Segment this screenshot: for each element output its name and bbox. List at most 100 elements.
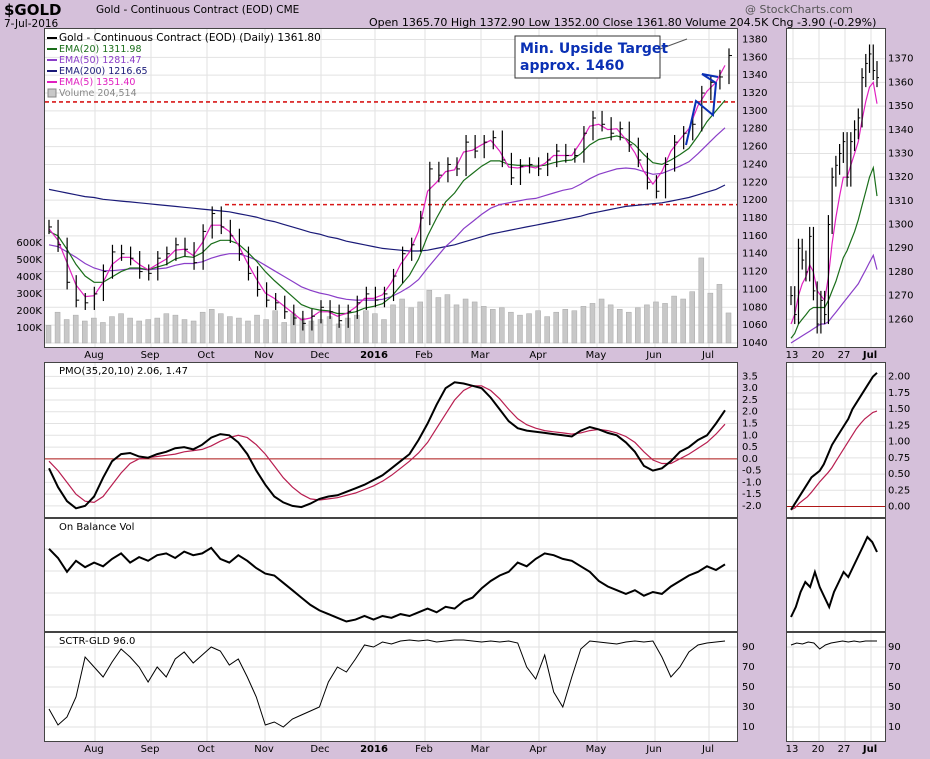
date-tick-label: Jul [701, 744, 714, 755]
volume-bar [535, 310, 541, 344]
sctr-tick-label: 70 [742, 662, 755, 673]
date-tick-label: May [586, 744, 607, 755]
volume-bar [435, 297, 442, 344]
volume-bar [154, 317, 161, 344]
volume-bar [544, 316, 550, 344]
ema200-line [48, 184, 726, 252]
sctr-tick-label: 90 [742, 642, 755, 653]
volume-bar [426, 289, 433, 344]
zoom-price-tick-label: 1260 [888, 314, 913, 325]
price-tick-label: 1300 [742, 106, 767, 117]
zoom-pmo-line [790, 372, 878, 511]
price-tick-label: 1100 [742, 284, 767, 295]
zoom-price-tick-label: 1320 [888, 172, 913, 183]
volume-bar [517, 314, 523, 344]
zoom-price-tick-label: 1370 [888, 54, 913, 65]
volume-bar [372, 313, 378, 344]
date-tick-label: Dec [310, 744, 329, 755]
annotation-text: approx. 1460 [520, 58, 624, 74]
pmo-signal-line [48, 385, 726, 504]
volume-bar [508, 311, 514, 344]
pmo-tick-label: 0.0 [742, 454, 758, 465]
volume-bar [181, 319, 188, 344]
zoom-date-tick-label: 27 [838, 350, 851, 361]
zoom-pmo-signal-line [790, 410, 878, 511]
volume-tick-label: 600K [16, 238, 42, 249]
price-tick-label: 1080 [742, 302, 767, 313]
volume-bar [499, 307, 505, 344]
volume-bar [390, 304, 396, 344]
zoom-price-tick-label: 1350 [888, 101, 913, 112]
volume-bar [190, 320, 197, 344]
legend-entry: EMA(50) 1281.47 [59, 55, 142, 66]
sctr-tick-label: 30 [742, 702, 755, 713]
zoom-date-axis-bottom: 13 20 27 Jul [786, 744, 877, 755]
flag-pattern [685, 73, 719, 146]
zoom-pmo-tick-label: 1.25 [888, 420, 910, 431]
zoom-pmo-tick-label: 0.25 [888, 485, 910, 496]
date-tick-label: 2016 [360, 350, 388, 361]
volume-bar [254, 314, 260, 344]
zoom-sctr-tick-label: 30 [888, 702, 901, 713]
obv-panel: On Balance Vol [44, 518, 738, 632]
sctr-tick-label: 10 [742, 722, 755, 733]
legend-entry: Volume 204,514 [59, 88, 137, 99]
quote-date: 7-Jul-2016 [4, 18, 59, 30]
zoom-price-tick-label: 1300 [888, 220, 913, 231]
sctr-panel: SCTR-GLD 96.0 [44, 632, 738, 742]
zoom-sctr-line [790, 640, 877, 650]
pmo-chart: PMO(35,20,10) 2.06, 1.47 [45, 363, 737, 517]
volume-bar [381, 319, 387, 344]
zoom-price-axis: 1370 1360 1350 1340 1330 1320 1310 1300 1290 1280… [888, 54, 913, 326]
pmo-tick-label: 2.5 [742, 395, 758, 406]
ema20-line [48, 99, 726, 315]
volume-bar [354, 314, 360, 344]
volume-bar [91, 317, 97, 344]
annotation-box [514, 35, 661, 79]
sctr-axis: 90 70 50 30 10 [742, 642, 755, 733]
zoom-obv-panel [786, 518, 886, 632]
pmo-tick-label: 3.0 [742, 383, 758, 394]
volume-bar [644, 304, 650, 344]
date-tick-label: Nov [254, 350, 274, 361]
zoom-pmo-tick-label: 0.50 [888, 469, 910, 480]
price-tick-label: 1140 [742, 249, 767, 260]
volume-bar [680, 298, 686, 344]
zoom-price-tick-label: 1360 [888, 77, 913, 88]
zoom-date-tick-label: 20 [812, 350, 825, 361]
price-tick-label: 1160 [742, 231, 767, 242]
zoom-date-tick-label: 13 [786, 744, 798, 755]
volume-tick-label: 100K [16, 323, 42, 334]
pmo-legend: PMO(35,20,10) 2.06, 1.47 [59, 366, 188, 377]
sctr-line [48, 639, 726, 728]
volume-bar [63, 319, 70, 344]
volume-bar [54, 311, 61, 344]
zoom-date-tick-label: 27 [838, 744, 851, 755]
zoom-price-tick-label: 1280 [888, 267, 913, 278]
volume-bar [100, 322, 106, 344]
volume-bar [562, 309, 569, 344]
volume-bar [363, 310, 369, 344]
price-tick-label: 1340 [742, 70, 767, 81]
pmo-tick-label: -0.5 [742, 466, 762, 477]
zoom-date-tick-label: Jul [862, 350, 877, 361]
volume-bar [453, 304, 460, 344]
volume-bar [281, 322, 287, 344]
zoom-sctr-chart [787, 633, 885, 741]
volume-bar [272, 310, 278, 344]
date-tick-label: Aug [84, 350, 104, 361]
volume-bar [136, 320, 142, 344]
volume-tick-label: 500K [16, 255, 42, 266]
symbol-description: Gold - Continuous Contract (EOD) CME [96, 4, 300, 16]
date-tick-label: Oct [197, 350, 214, 361]
pmo-axis: 3.53.02.52.01.51.00.50.0-0.5-1.0-1.5-2.0 [742, 371, 762, 512]
volume-bar [72, 314, 79, 344]
zoom-sctr-tick-label: 90 [888, 642, 901, 653]
zoom-price-tick-label: 1310 [888, 196, 913, 207]
volume-bar [263, 319, 269, 344]
date-tick-label: Dec [310, 350, 329, 361]
price-tick-label: 1280 [742, 124, 767, 135]
legend-entry: Gold - Continuous Contract (EOD) (Daily)… [59, 32, 321, 44]
stockcharts-brand: @ StockCharts.com [745, 3, 853, 16]
zoom-sctr-panel [786, 632, 886, 742]
